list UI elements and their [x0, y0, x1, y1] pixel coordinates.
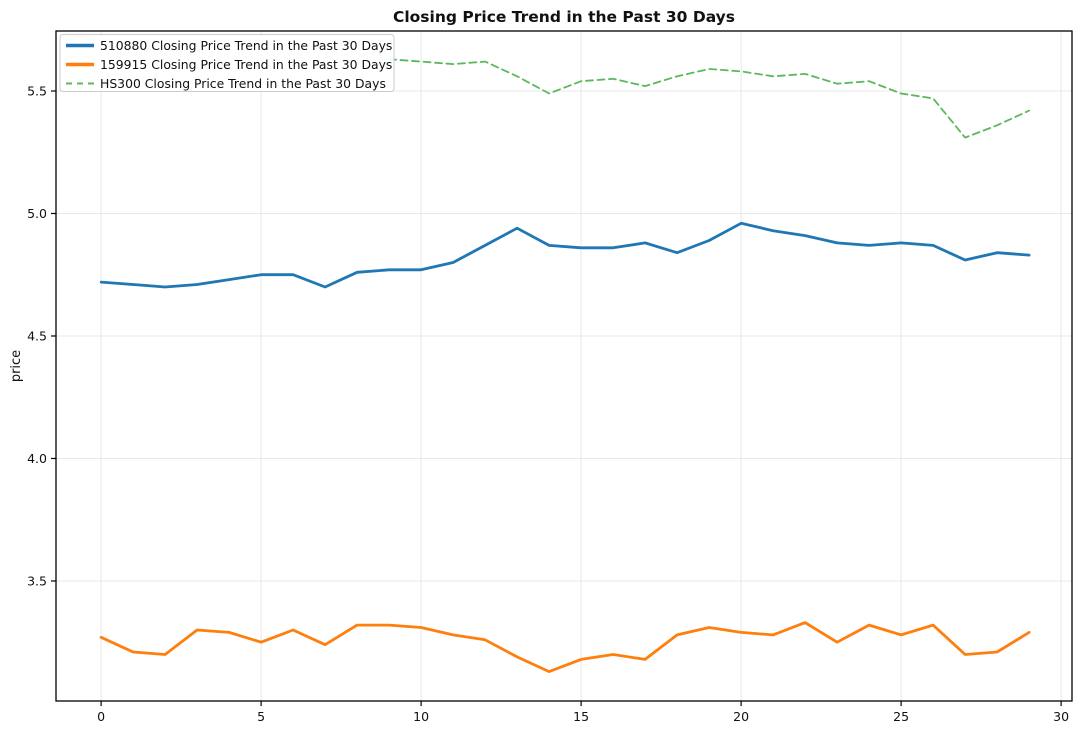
x-tick-label: 5 [257, 709, 265, 724]
x-tick-label: 30 [1053, 709, 1069, 724]
legend-item: 510880 Closing Price Trend in the Past 3… [66, 38, 392, 53]
series-line-1 [99, 621, 1031, 673]
y-tick-label: 4.0 [27, 451, 47, 466]
y-axis-label: price [9, 350, 24, 382]
y-axis: 3.5 4.0 4.5 5.0 5.5 [27, 84, 56, 588]
x-tick-label: 0 [97, 709, 105, 724]
plot-border [55, 30, 1073, 702]
legend-label: HS300 Closing Price Trend in the Past 30… [100, 76, 386, 91]
y-tick-label: 5.5 [27, 84, 47, 99]
legend-item: HS300 Closing Price Trend in the Past 30… [66, 76, 386, 91]
series-line-2 [388, 58, 1030, 139]
legend-item: 159915 Closing Price Trend in the Past 3… [66, 57, 392, 72]
y-tick-label: 4.5 [27, 328, 47, 343]
y-tick-label: 3.5 [27, 573, 47, 588]
legend-label: 510880 Closing Price Trend in the Past 3… [100, 38, 392, 53]
legend: 510880 Closing Price Trend in the Past 3… [59, 34, 395, 92]
x-tick-label: 15 [573, 709, 589, 724]
legend-box [59, 34, 395, 92]
x-tick-label: 25 [893, 709, 909, 724]
y-tick-label: 5.0 [27, 206, 47, 221]
chart-title: Closing Price Trend in the Past 30 Days [393, 8, 735, 26]
x-axis: 0 5 10 15 20 25 30 [97, 701, 1069, 724]
series-lines [99, 58, 1031, 673]
x-tick-label: 10 [413, 709, 429, 724]
series-line-0 [99, 221, 1031, 289]
legend-label: 159915 Closing Price Trend in the Past 3… [100, 57, 392, 72]
x-tick-label: 20 [733, 709, 749, 724]
